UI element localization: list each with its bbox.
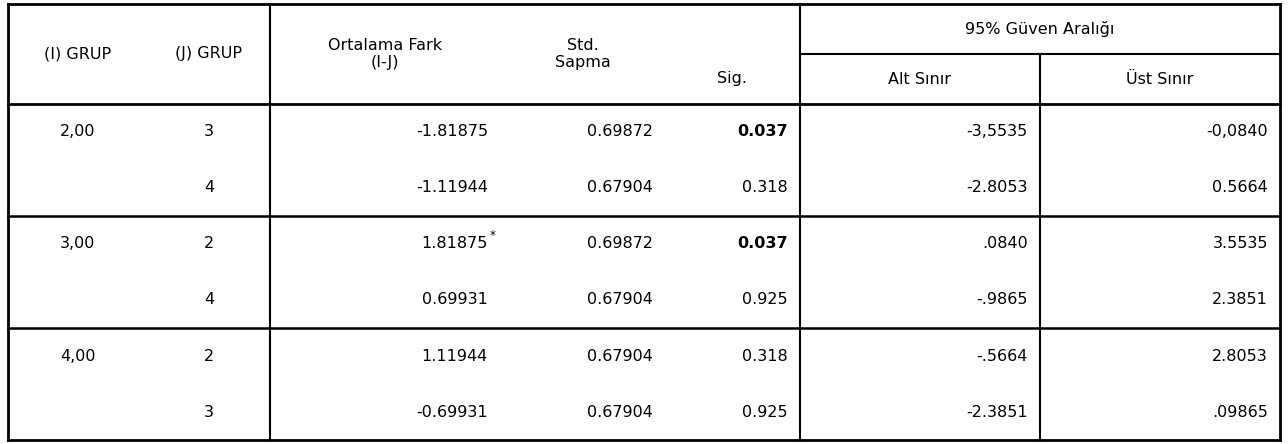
Text: (I-J): (I-J) — [371, 55, 399, 70]
Text: -.9865: -.9865 — [976, 293, 1028, 308]
Text: 3: 3 — [204, 404, 214, 420]
Text: 4: 4 — [204, 293, 214, 308]
Text: 3: 3 — [204, 124, 214, 139]
Text: 4: 4 — [204, 181, 214, 195]
Text: 4,00: 4,00 — [61, 349, 95, 364]
Text: 2: 2 — [204, 349, 214, 364]
Text: 2,00: 2,00 — [61, 124, 95, 139]
Text: -0,0840: -0,0840 — [1207, 124, 1267, 139]
Text: Alt Sınır: Alt Sınır — [889, 71, 952, 87]
Text: 0.67904: 0.67904 — [587, 181, 653, 195]
Text: 2.3851: 2.3851 — [1212, 293, 1267, 308]
Text: *: * — [489, 229, 496, 242]
Text: -2.8053: -2.8053 — [966, 181, 1028, 195]
Text: 0.67904: 0.67904 — [587, 404, 653, 420]
Text: (J) GRUP: (J) GRUP — [175, 47, 242, 62]
Text: 3.5535: 3.5535 — [1212, 237, 1267, 251]
Text: Std.: Std. — [567, 39, 599, 53]
Text: -3,5535: -3,5535 — [967, 124, 1028, 139]
Text: -2.3851: -2.3851 — [966, 404, 1028, 420]
Text: .0840: .0840 — [983, 237, 1028, 251]
Text: 95% Güven Aralığı: 95% Güven Aralığı — [965, 21, 1114, 37]
Text: 0.037: 0.037 — [737, 237, 788, 251]
Text: Sig.: Sig. — [717, 71, 747, 87]
Text: 0.69931: 0.69931 — [422, 293, 488, 308]
Text: Sapma: Sapma — [555, 55, 611, 70]
Text: 0.925: 0.925 — [742, 404, 788, 420]
Text: 0.318: 0.318 — [742, 181, 788, 195]
Text: 2: 2 — [204, 237, 214, 251]
Text: Üst Sınır: Üst Sınır — [1126, 71, 1194, 87]
Text: 1.11944: 1.11944 — [421, 349, 488, 364]
Text: (I) GRUP: (I) GRUP — [45, 47, 112, 62]
Text: -0.69931: -0.69931 — [416, 404, 488, 420]
Text: 0.318: 0.318 — [742, 349, 788, 364]
Text: 0.69872: 0.69872 — [587, 124, 653, 139]
Text: 0.5664: 0.5664 — [1212, 181, 1267, 195]
Text: 0.037: 0.037 — [737, 124, 788, 139]
Text: 2.8053: 2.8053 — [1212, 349, 1267, 364]
Text: -1.81875: -1.81875 — [416, 124, 488, 139]
Text: 0.67904: 0.67904 — [587, 293, 653, 308]
Text: 0.69872: 0.69872 — [587, 237, 653, 251]
Text: -1.11944: -1.11944 — [416, 181, 488, 195]
Text: .09865: .09865 — [1212, 404, 1267, 420]
Text: Ortalama Fark: Ortalama Fark — [328, 39, 442, 53]
Text: 3,00: 3,00 — [61, 237, 95, 251]
Text: 1.81875: 1.81875 — [421, 237, 488, 251]
Text: 0.925: 0.925 — [742, 293, 788, 308]
Text: 0.67904: 0.67904 — [587, 349, 653, 364]
Text: -.5664: -.5664 — [976, 349, 1028, 364]
